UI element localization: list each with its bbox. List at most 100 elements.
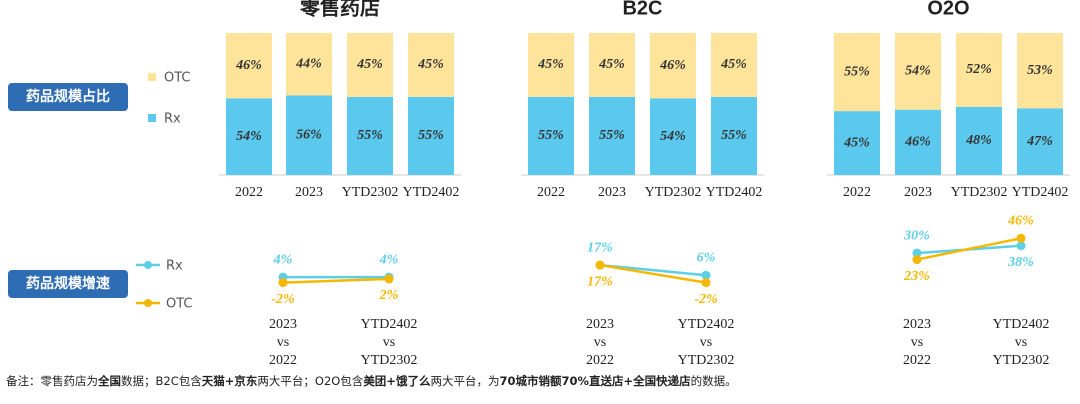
value-label: 46%: [904, 135, 931, 150]
x-tick-label: YTD2402: [678, 317, 735, 332]
value-label: 45%: [843, 135, 870, 150]
value-label: 45%: [720, 57, 747, 72]
value-label: 17%: [587, 240, 613, 255]
x-tick-label: vs: [700, 335, 712, 350]
value-label: 46%: [659, 58, 686, 73]
bar-segment: [528, 33, 574, 97]
x-tick-label: YTD2402: [706, 185, 763, 200]
x-tick-label: 2023: [269, 317, 297, 332]
line: [282, 277, 390, 284]
x-tick-label: 2022: [269, 353, 297, 368]
value-label: 17%: [587, 274, 613, 289]
x-tick-label: 2022: [903, 353, 931, 368]
value-label: 23%: [903, 269, 930, 284]
value-label: 55%: [599, 128, 625, 143]
value-label: 45%: [356, 57, 383, 72]
legend-label: Rx: [164, 112, 181, 127]
x-tick-label: YTD2302: [951, 185, 1008, 200]
x-tick-label: 2023: [586, 317, 614, 332]
bar-segment: [711, 33, 757, 97]
value-label: 48%: [965, 133, 992, 148]
x-tick-label: vs: [277, 335, 289, 350]
x-tick-label: 2023: [904, 185, 932, 200]
x-tick-label: YTD2302: [361, 353, 418, 368]
legend-label: Rx: [166, 259, 183, 274]
footnote-part: 的数据。: [691, 374, 737, 388]
value-label: 46%: [1007, 214, 1034, 229]
legend-dot: [144, 299, 152, 307]
bar-segment: [1017, 33, 1063, 109]
value-label: 30%: [903, 228, 930, 243]
value-label: 4%: [273, 252, 293, 267]
point: [912, 255, 922, 265]
row-label-box: [8, 270, 128, 298]
footnote-part: 备注：零售药店为: [6, 374, 98, 388]
footnote-part: 数据；B2C包含: [121, 374, 202, 388]
bar-segment: [589, 33, 635, 97]
bar-segment: [286, 33, 332, 96]
bar-segment: [650, 33, 696, 99]
x-tick-label: vs: [594, 335, 606, 350]
value-label: 55%: [538, 128, 564, 143]
value-label: 55%: [721, 128, 747, 143]
value-label: -2%: [694, 292, 717, 307]
value-label: -2%: [271, 292, 294, 307]
legend-label: OTC: [164, 71, 191, 86]
value-label: 56%: [296, 127, 322, 142]
bar-segment: [347, 96, 393, 175]
point: [701, 270, 711, 280]
bar-segment: [408, 96, 454, 175]
legend-label: OTC: [166, 297, 193, 312]
panel-title: B2C: [622, 0, 662, 19]
point: [595, 260, 605, 270]
legend-dot: [144, 261, 152, 269]
bar-segment: [347, 33, 393, 97]
x-tick-label: vs: [383, 335, 395, 350]
value-label: 54%: [905, 64, 931, 79]
x-tick-label: YTD2402: [993, 317, 1050, 332]
value-label: 53%: [1027, 63, 1053, 78]
footnote-part: 两大平台，为: [430, 374, 499, 388]
value-label: 46%: [235, 58, 262, 73]
footnote: 备注：零售药店为全国数据；B2C包含天猫+京东两大平台；O2O包含美团+饿了么两…: [6, 374, 737, 388]
legend-swatch: [148, 114, 156, 122]
x-tick-label: YTD2402: [403, 185, 460, 200]
point: [1016, 233, 1026, 243]
value-label: 55%: [844, 64, 870, 79]
value-label: 55%: [357, 128, 383, 143]
x-tick-label: YTD2302: [645, 185, 702, 200]
value-label: 54%: [660, 129, 686, 144]
point: [384, 274, 394, 284]
bar-segment: [528, 96, 574, 175]
footnote-part: 全国: [97, 374, 121, 388]
bar-segment: [711, 96, 757, 175]
footnote-part: 两大平台；O2O包含: [257, 374, 363, 388]
point: [912, 248, 922, 258]
panel-title: O2O: [927, 0, 969, 19]
bar-segment: [834, 111, 880, 175]
bar-segment: [286, 95, 332, 175]
x-tick-label: vs: [1015, 335, 1027, 350]
footnote-part: 70城市销额70%直送店+全国快递店: [499, 374, 691, 388]
x-tick-label: 2022: [586, 353, 614, 368]
x-tick-label: 2023: [598, 185, 626, 200]
bar-segment: [1017, 108, 1063, 175]
value-label: 45%: [598, 57, 625, 72]
bar-segment: [408, 33, 454, 97]
x-tick-label: YTD2402: [361, 317, 418, 332]
bar-segment: [226, 98, 272, 175]
value-label: 45%: [537, 57, 564, 72]
row-label: 药品规模增速: [26, 275, 110, 292]
legend-swatch: [148, 73, 156, 81]
x-tick-label: 2022: [235, 185, 263, 200]
bar-segment: [650, 98, 696, 175]
value-label: 44%: [295, 56, 322, 71]
line: [916, 237, 1022, 261]
value-label: 55%: [418, 128, 444, 143]
x-tick-label: 2022: [843, 185, 871, 200]
value-label: 47%: [1026, 134, 1053, 149]
panel-title: 零售药店: [299, 0, 380, 19]
x-tick-label: 2023: [295, 185, 323, 200]
bar-segment: [956, 33, 1002, 107]
